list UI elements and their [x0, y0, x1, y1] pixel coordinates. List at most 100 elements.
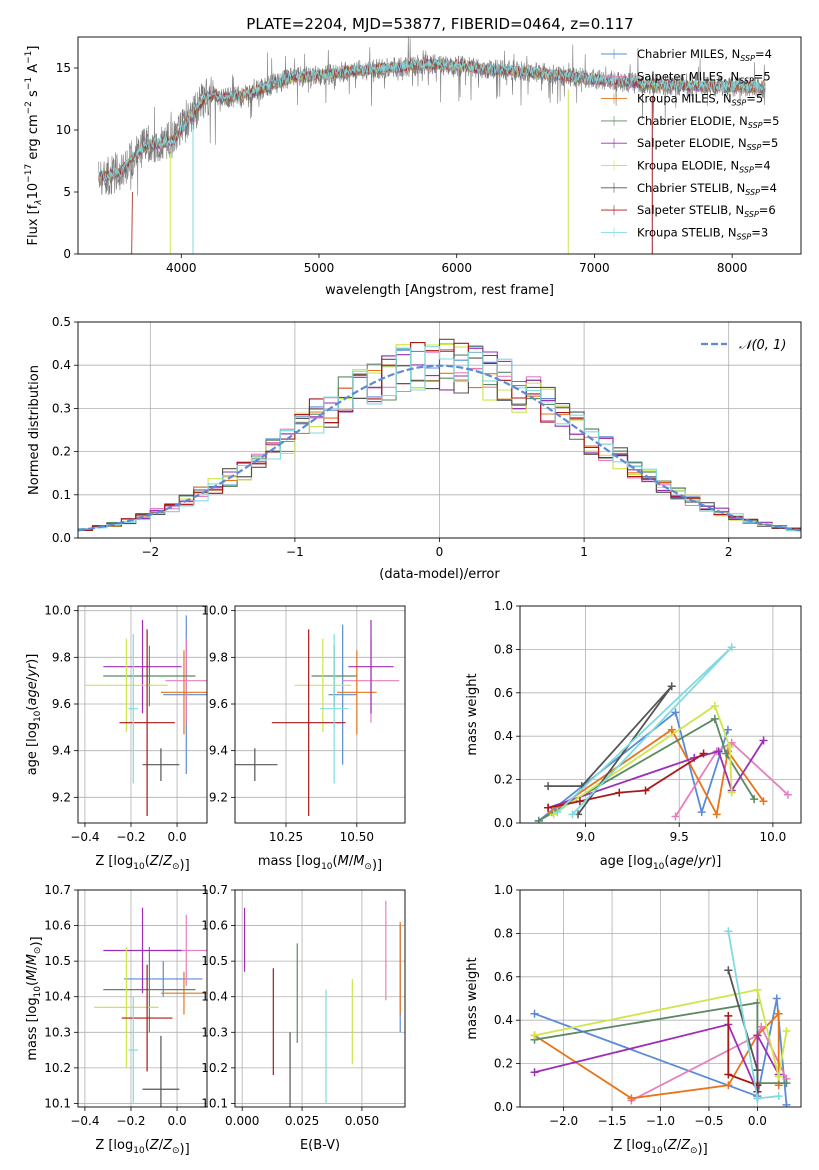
x-tick-label: −1.5 — [597, 1114, 626, 1128]
axes-frame — [234, 889, 406, 1108]
errorbar-points — [94, 907, 207, 1107]
series-line-chabrier-stelib — [548, 685, 673, 815]
data-point-salpeter-elodie — [753, 1031, 762, 1040]
data-point-kroupa-elodie — [727, 788, 736, 797]
x-tick-label: 5000 — [304, 261, 335, 275]
x-tick-label: 7000 — [579, 261, 610, 275]
label-part: mass [log — [258, 854, 321, 869]
series-line-salpeter-miles — [630, 1024, 788, 1102]
label-part: / — [25, 676, 40, 681]
y-axis-label: age [log10(age/yr)] — [25, 654, 43, 776]
x-tick-label: −0.4 — [70, 830, 99, 844]
y-tick-label: 0.4 — [494, 1013, 513, 1027]
legend-label-chabrier-miles: Chabrier MILES, NSSP=4 — [637, 47, 772, 63]
label-part: Z [log — [95, 1138, 133, 1153]
x-tick-label: 10.0 — [760, 830, 787, 844]
legend-label-salpeter-elodie: Salpeter ELODIE, NSSP=5 — [637, 136, 778, 152]
label-part: Z — [149, 854, 160, 869]
data-point-kroupa-stelib — [774, 1092, 783, 1101]
data-point-chabrier-stelib — [753, 1066, 762, 1075]
legend-label-text: Chabrier STELIB, N — [637, 181, 745, 195]
y-axis-label: mass weight — [465, 673, 480, 755]
axes-frame — [77, 889, 208, 1108]
x-tick-label: 1 — [580, 545, 588, 559]
label-part: )] — [180, 858, 190, 873]
y-tick-label: 10.7 — [44, 883, 71, 897]
label-part: Z — [162, 1138, 173, 1153]
y-tick-label: 9.6 — [209, 697, 228, 711]
axes-frame — [519, 605, 802, 824]
legend-label-sub: SSP — [732, 99, 747, 108]
x-axis-label: Z [log10(Z/Z⊙)] — [95, 1138, 189, 1157]
x-tick-label: −2.0 — [549, 1114, 578, 1128]
data-point-salpeter-stelib — [615, 788, 624, 797]
y-tick-label: 10.5 — [44, 954, 71, 968]
x-tick-label: 8000 — [717, 261, 748, 275]
label-part: ( — [663, 1138, 668, 1153]
data-point-kroupa-miles — [627, 1094, 636, 1103]
label-part: −2 — [24, 101, 34, 114]
model-spectrum-salpeter-stelib — [98, 57, 766, 181]
x-tick-label: −1 — [286, 545, 304, 559]
legend-label-sub: SSP — [744, 210, 759, 219]
legend-label-suffix: =5 — [761, 136, 778, 150]
legend-label-kroupa-elodie: Kroupa ELODIE, NSSP=4 — [637, 159, 771, 175]
y-tick-label: 0.6 — [494, 686, 513, 700]
y-tick-label: 10.1 — [44, 1096, 71, 1110]
residual-histogram-panel: −2 −1 0 1 2 0.0 0.1 0.2 0.3 0.4 0.5 𝒩(0, 1) (data-mo… — [27, 315, 802, 582]
x-tick-label: −1.0 — [646, 1114, 675, 1128]
errorbar-panel-2: −0.4 −0.2 0.09.29.49.69.810.0Z [log10(Z/Z⊙… — [25, 604, 208, 873]
data-point-kroupa-elodie — [725, 743, 734, 752]
label-part: 10 — [33, 710, 43, 722]
label-part: 10 — [33, 986, 43, 998]
legend-label-salpeter-stelib: Salpeter STELIB, NSSP=6 — [637, 203, 776, 219]
legend-label-suffix: =6 — [759, 203, 776, 217]
data-point-salpeter-miles — [757, 1022, 766, 1031]
data-point-salpeter-elodie — [714, 747, 723, 756]
legend-label-text: Chabrier MILES, N — [637, 47, 740, 61]
series-line-chabrier-miles — [534, 998, 788, 1105]
data-point-chabrier-miles — [772, 994, 781, 1003]
histogram-kroupa-stelib — [78, 346, 801, 532]
data-point-kroupa-stelib — [553, 808, 562, 817]
x-tick-label: 9.0 — [576, 830, 595, 844]
x-tick-label: 0 — [436, 545, 444, 559]
data-point-chabrier-miles — [671, 708, 680, 717]
data-point-chabrier-elodie — [782, 1079, 791, 1088]
x-tick-label: 0.0 — [168, 830, 187, 844]
label-part: mass [log — [25, 997, 40, 1060]
y-tick-label: 10.7 — [201, 883, 228, 897]
label-part: ( — [25, 981, 40, 986]
label-part: ( — [145, 854, 150, 869]
data-point-salpeter-elodie — [530, 1068, 539, 1077]
errorbar-panel-6: 0.000 0.025 0.050 10.1 10.2 10.3 10.4 10.5 10.6 1… — [201, 883, 406, 1153]
legend-label-suffix: =3 — [751, 225, 768, 239]
legend-label-text: Salpeter STELIB, N — [637, 203, 744, 217]
legend-label-salpeter-miles: Salpeter MILES, NSSP=5 — [637, 69, 771, 85]
y-tick-label: 10.3 — [201, 1025, 228, 1039]
label-part: Z — [667, 1138, 678, 1153]
mass-weight-lines — [530, 927, 791, 1107]
y-tick-label: 0.8 — [494, 642, 513, 656]
data-point-kroupa-miles — [774, 1009, 783, 1018]
legend-label-sub: SSP — [739, 166, 754, 175]
label-part: ] — [26, 46, 41, 51]
y-tick-label: 10.4 — [201, 990, 228, 1004]
label-part: Z [log — [613, 1138, 651, 1153]
label-part: / — [349, 854, 354, 869]
y-tick-label: 0.0 — [494, 1100, 513, 1114]
data-point-salpeter-stelib — [641, 786, 650, 795]
label-part: ⊙ — [33, 947, 43, 955]
y-tick-label: 0.2 — [494, 773, 513, 787]
legend-label-suffix: =5 — [754, 69, 771, 83]
label-part: λ — [34, 199, 44, 205]
figure-title: PLATE=2204, MJD=53877, FIBERID=0464, z=0… — [246, 15, 633, 33]
histogram-chabrier-stelib — [78, 338, 801, 530]
series-line-kroupa-elodie — [553, 704, 733, 816]
label-part: / — [677, 1138, 682, 1153]
label-part: s — [26, 90, 41, 101]
x-tick-label: 0.0 — [748, 1114, 767, 1128]
data-point-chabrier-stelib — [667, 682, 676, 691]
legend-label-text: Salpeter MILES, N — [637, 69, 739, 83]
